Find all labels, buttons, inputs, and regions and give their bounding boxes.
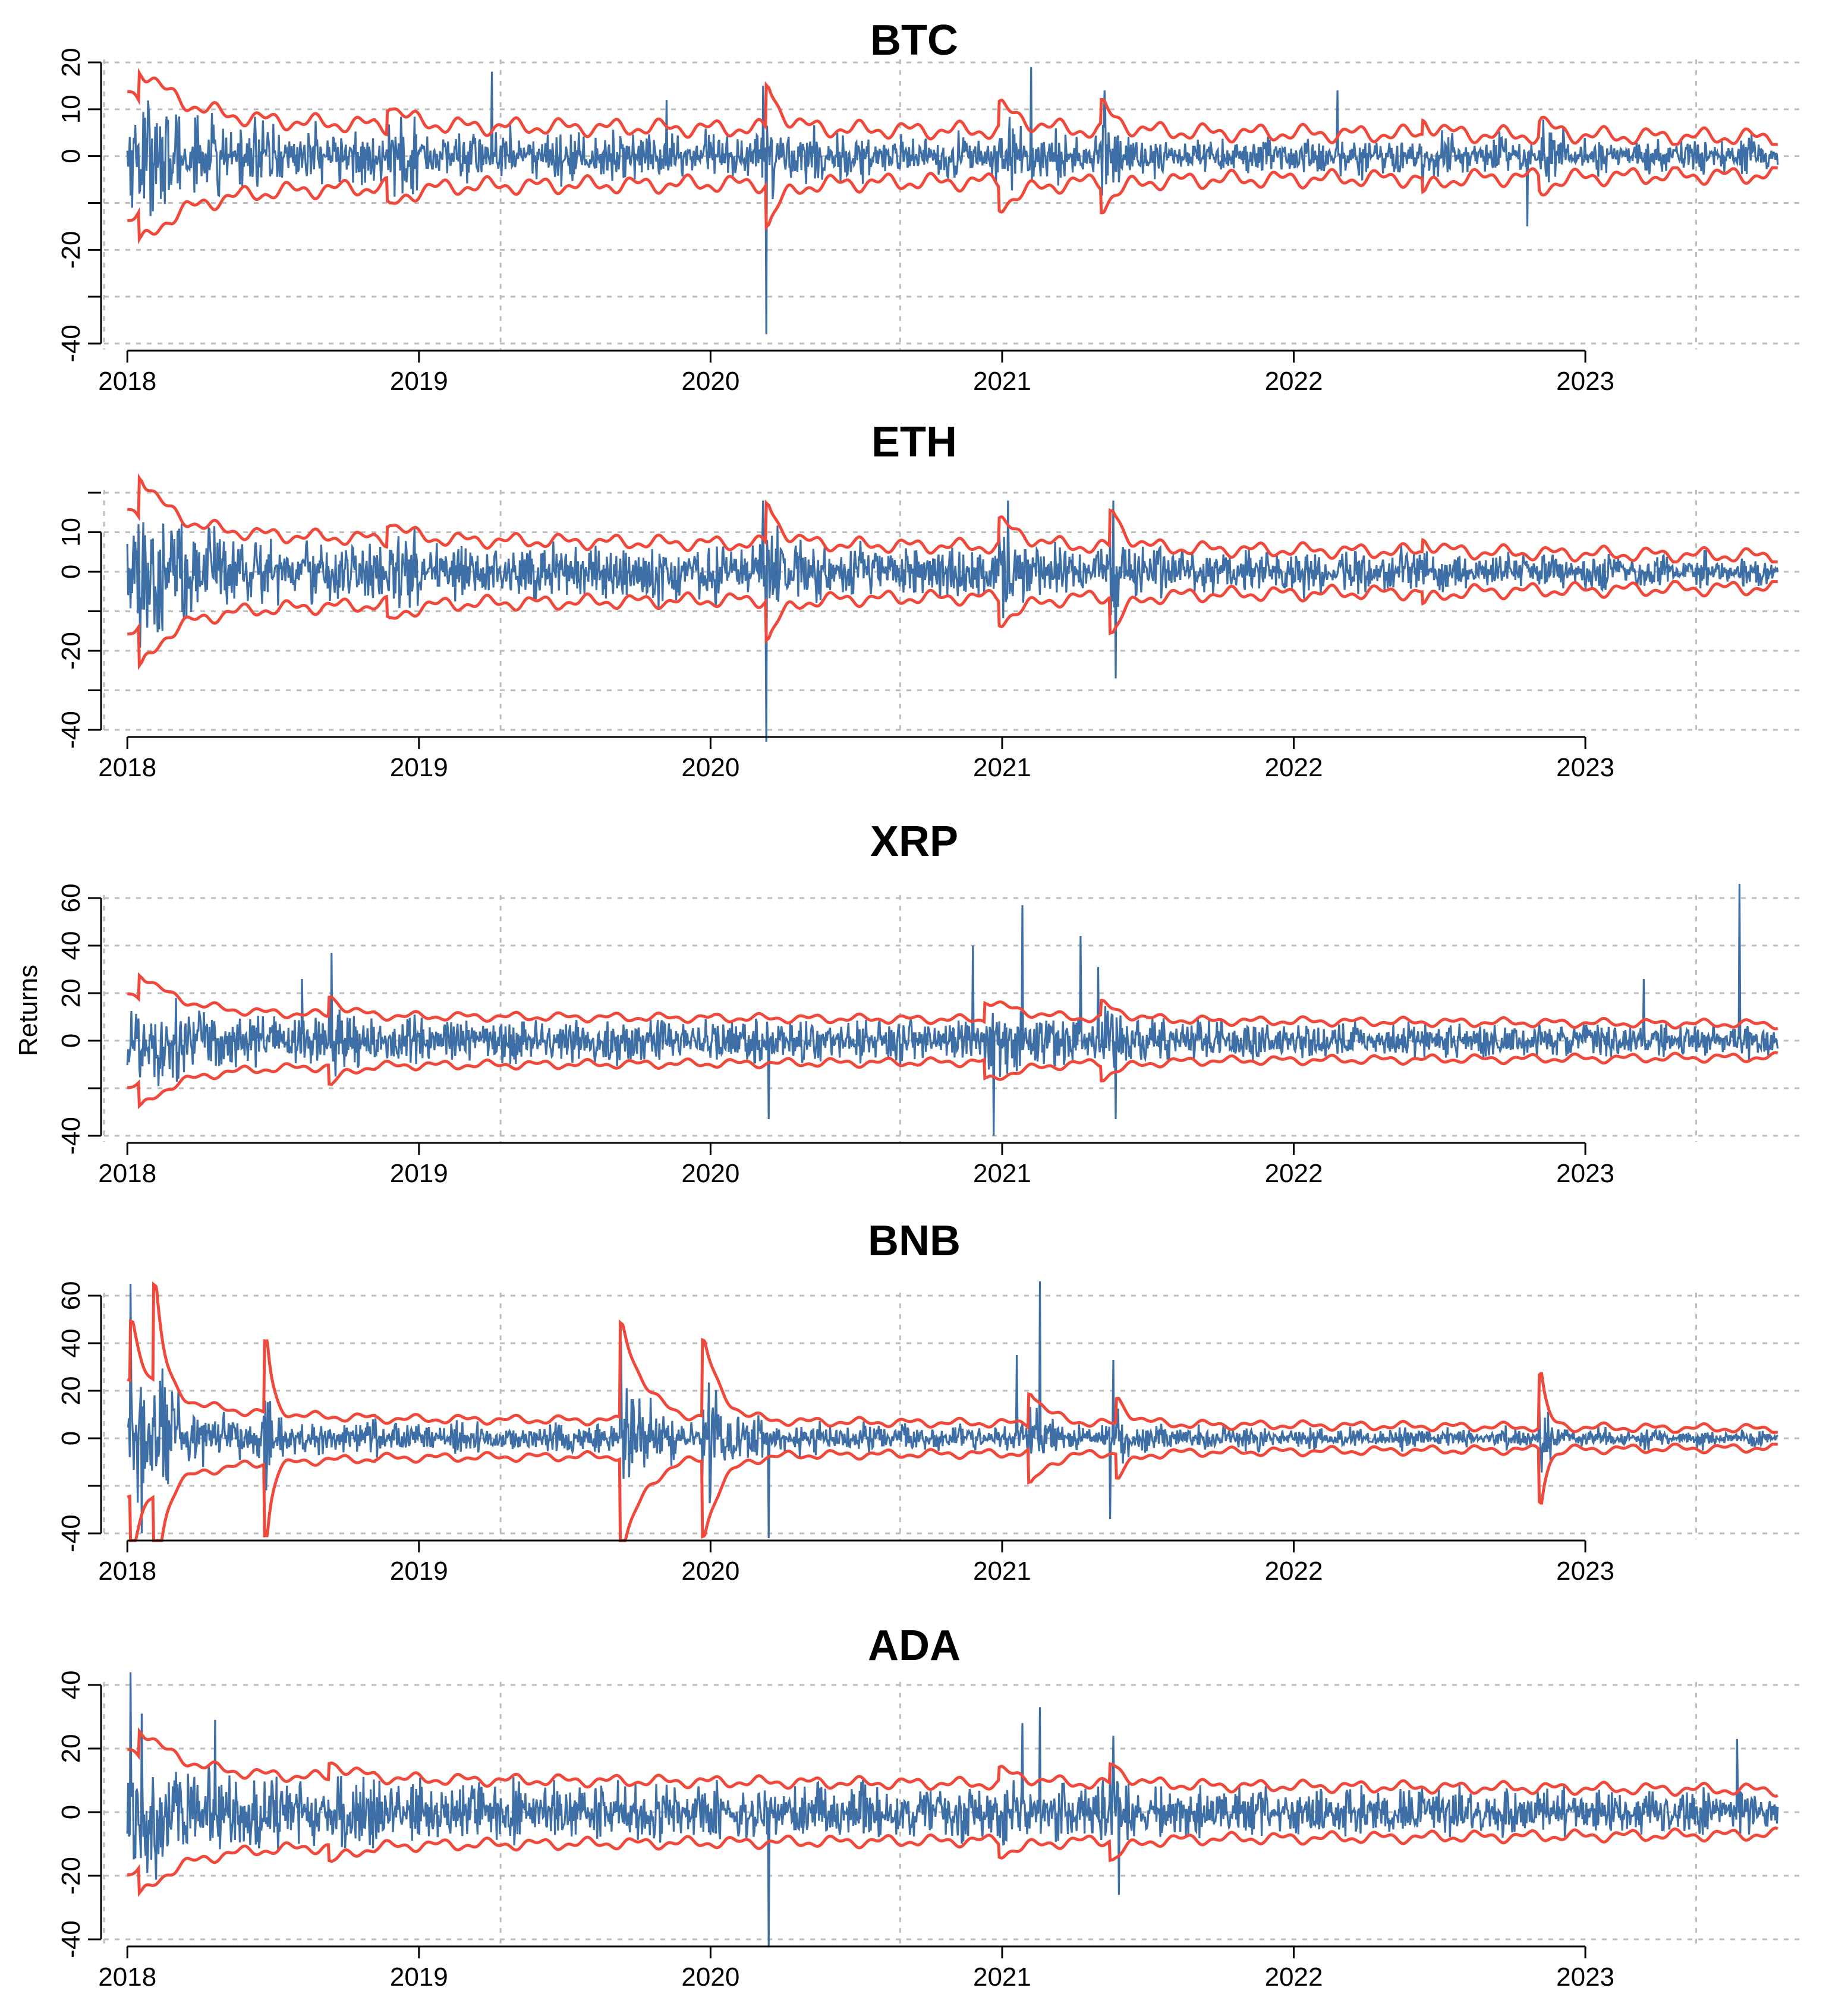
- upper-band-xrp: [127, 972, 1778, 1031]
- x-tick-label: 2020: [681, 367, 739, 396]
- y-tick-label: 40: [56, 1671, 86, 1700]
- lower-band-eth: [127, 580, 1778, 670]
- x-tick-label: 2018: [98, 1963, 156, 1992]
- y-tick-label: 0: [56, 1034, 86, 1048]
- x-tick-label: 2020: [681, 753, 739, 782]
- lower-band-bnb: [127, 1442, 1778, 1542]
- y-tick-label: 10: [56, 94, 86, 124]
- y-tick-label: 0: [56, 1805, 86, 1819]
- y-tick-label: 20: [56, 48, 86, 77]
- y-tick-label: 60: [56, 1281, 86, 1311]
- panel-title: ETH: [871, 418, 957, 466]
- panel-title: BNB: [868, 1217, 961, 1265]
- y-tick-label: -20: [56, 1857, 86, 1895]
- x-tick-label: 2023: [1556, 367, 1614, 396]
- x-tick-label: 2018: [98, 367, 156, 396]
- lower-band-xrp: [127, 1051, 1778, 1110]
- x-tick-label: 2021: [973, 367, 1031, 396]
- x-tick-label: 2018: [98, 1557, 156, 1586]
- upper-band-bnb: [127, 1281, 1778, 1434]
- returns-series-ada: [126, 1672, 1779, 1946]
- panel-ada: ADA 40 20 0 -20 -40 2018 2019 2020 2021 2022 2023: [56, 1622, 1804, 1992]
- x-tick-label: 2023: [1556, 1557, 1614, 1586]
- x-tick-label: 2018: [98, 1159, 156, 1188]
- x-tick-label: 2020: [681, 1963, 739, 1992]
- y-tick-label: 10: [56, 518, 86, 547]
- panel-title: BTC: [870, 17, 958, 64]
- panel-title: XRP: [870, 818, 958, 865]
- y-axis-label: Returns: [14, 965, 43, 1056]
- x-tick-label: 2019: [390, 753, 448, 782]
- returns-series-eth: [126, 500, 1779, 742]
- y-tick-label: -40: [56, 711, 86, 749]
- y-tick-label: -20: [56, 231, 86, 269]
- upper-band-eth: [127, 473, 1778, 563]
- lower-band-btc: [127, 166, 1778, 245]
- x-tick-label: 2019: [390, 1963, 448, 1992]
- panel-btc: BTC 20 10 0 -20 -40 2018 2019 2020 2021 2022 2023: [56, 17, 1804, 396]
- y-tick-label: -20: [56, 632, 86, 670]
- y-tick-label: -40: [56, 325, 86, 363]
- y-tick-label: 20: [56, 1734, 86, 1763]
- x-tick-label: 2021: [973, 1557, 1031, 1586]
- x-tick-label: 2023: [1556, 1159, 1614, 1188]
- y-tick-label: 0: [56, 565, 86, 579]
- returns-series-bnb: [127, 1281, 1779, 1539]
- x-tick-label: 2021: [973, 1963, 1031, 1992]
- returns-series-xrp: [126, 883, 1779, 1136]
- lower-band-ada: [127, 1826, 1778, 1897]
- upper-band-btc: [127, 67, 1778, 146]
- x-tick-label: 2020: [681, 1159, 739, 1188]
- y-tick-label: 40: [56, 1329, 86, 1358]
- x-tick-label: 2019: [390, 1159, 448, 1188]
- x-tick-label: 2022: [1265, 1159, 1323, 1188]
- x-tick-label: 2018: [98, 753, 156, 782]
- returns-series-btc: [126, 67, 1779, 335]
- x-tick-label: 2019: [390, 367, 448, 396]
- panel-xrp: XRP 60 40 20 0 -40 2018 2019 2020 2021 2022 2023: [56, 818, 1804, 1188]
- x-tick-label: 2023: [1556, 1963, 1614, 1992]
- x-tick-label: 2021: [973, 1159, 1031, 1188]
- x-tick-label: 2020: [681, 1557, 739, 1586]
- y-tick-label: 20: [56, 1376, 86, 1406]
- y-tick-label: 60: [56, 884, 86, 913]
- panel-bnb: BNB 60 40 20 0 -40 2018 2019 2020 2021 2022 2023: [56, 1217, 1804, 1586]
- panel-eth: ETH 10 0 -20 -40 2018 2019 2020 2021 2022 2023: [56, 418, 1804, 782]
- x-tick-label: 2021: [973, 753, 1031, 782]
- x-tick-label: 2022: [1265, 1963, 1323, 1992]
- x-tick-label: 2019: [390, 1557, 448, 1586]
- y-tick-label: -40: [56, 1920, 86, 1958]
- y-tick-label: 40: [56, 931, 86, 960]
- x-tick-label: 2023: [1556, 753, 1614, 782]
- x-tick-label: 2022: [1265, 753, 1323, 782]
- panel-title: ADA: [868, 1622, 961, 1670]
- y-tick-label: -40: [56, 1514, 86, 1552]
- y-tick-label: -40: [56, 1117, 86, 1155]
- x-tick-label: 2022: [1265, 1557, 1323, 1586]
- y-tick-label: 20: [56, 979, 86, 1008]
- y-tick-label: 0: [56, 1431, 86, 1445]
- upper-band-ada: [127, 1727, 1778, 1798]
- x-tick-label: 2022: [1265, 367, 1323, 396]
- y-tick-label: 0: [56, 149, 86, 163]
